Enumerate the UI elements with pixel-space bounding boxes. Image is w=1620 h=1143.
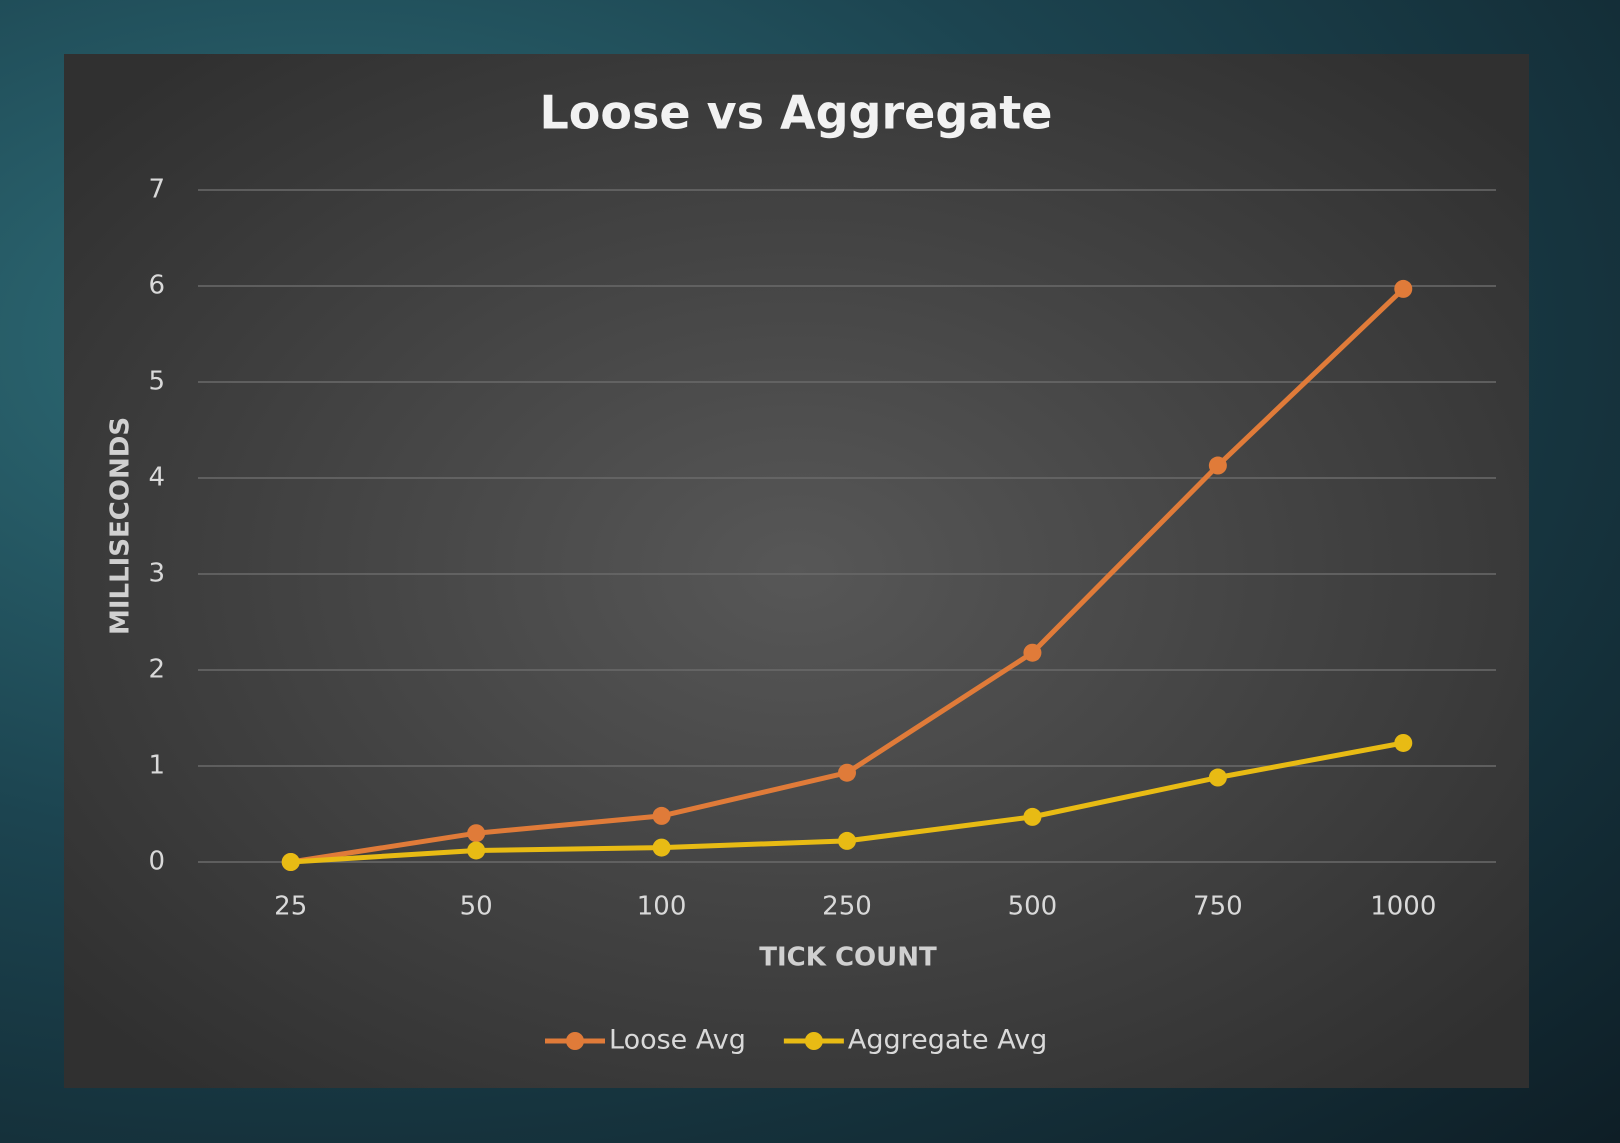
x-tick-label: 750 bbox=[1193, 892, 1243, 922]
x-tick-label: 1000 bbox=[1370, 892, 1436, 922]
x-tick-label: 25 bbox=[274, 892, 307, 922]
data-point bbox=[838, 763, 856, 782]
x-tick-label: 250 bbox=[822, 892, 872, 922]
y-axis-label: MILLISECONDS bbox=[106, 417, 136, 635]
data-point bbox=[652, 806, 671, 825]
x-tick-label: 100 bbox=[637, 892, 687, 922]
y-tick-label: 2 bbox=[148, 655, 165, 685]
data-point bbox=[652, 838, 671, 857]
y-tick-label: 0 bbox=[148, 847, 165, 877]
data-point bbox=[467, 824, 486, 843]
y-tick-label: 1 bbox=[148, 751, 165, 781]
y-tick-label: 4 bbox=[148, 463, 165, 493]
y-tick-label: 5 bbox=[148, 367, 165, 397]
legend-label: Loose Avg bbox=[609, 1025, 746, 1056]
y-tick-label: 3 bbox=[148, 559, 165, 589]
data-point bbox=[1208, 456, 1227, 475]
x-tick-label: 500 bbox=[1008, 892, 1058, 922]
data-point bbox=[1023, 807, 1042, 826]
x-axis-label: TICK COUNT bbox=[759, 943, 937, 973]
data-point bbox=[1394, 279, 1413, 298]
legend-marker bbox=[566, 1032, 584, 1050]
legend-marker bbox=[804, 1032, 823, 1050]
data-point bbox=[1023, 643, 1042, 662]
data-point bbox=[467, 841, 486, 860]
chart-panel bbox=[64, 54, 1529, 1088]
y-tick-label: 6 bbox=[148, 271, 165, 301]
chart-title: Loose vs Aggregate bbox=[540, 86, 1053, 140]
legend-label: Aggregate Avg bbox=[848, 1025, 1047, 1056]
data-point bbox=[1208, 768, 1227, 787]
x-tick-label: 50 bbox=[460, 892, 493, 922]
y-tick-label: 7 bbox=[148, 175, 165, 205]
data-point bbox=[1394, 733, 1413, 752]
data-point bbox=[838, 831, 856, 850]
data-point bbox=[281, 853, 300, 871]
